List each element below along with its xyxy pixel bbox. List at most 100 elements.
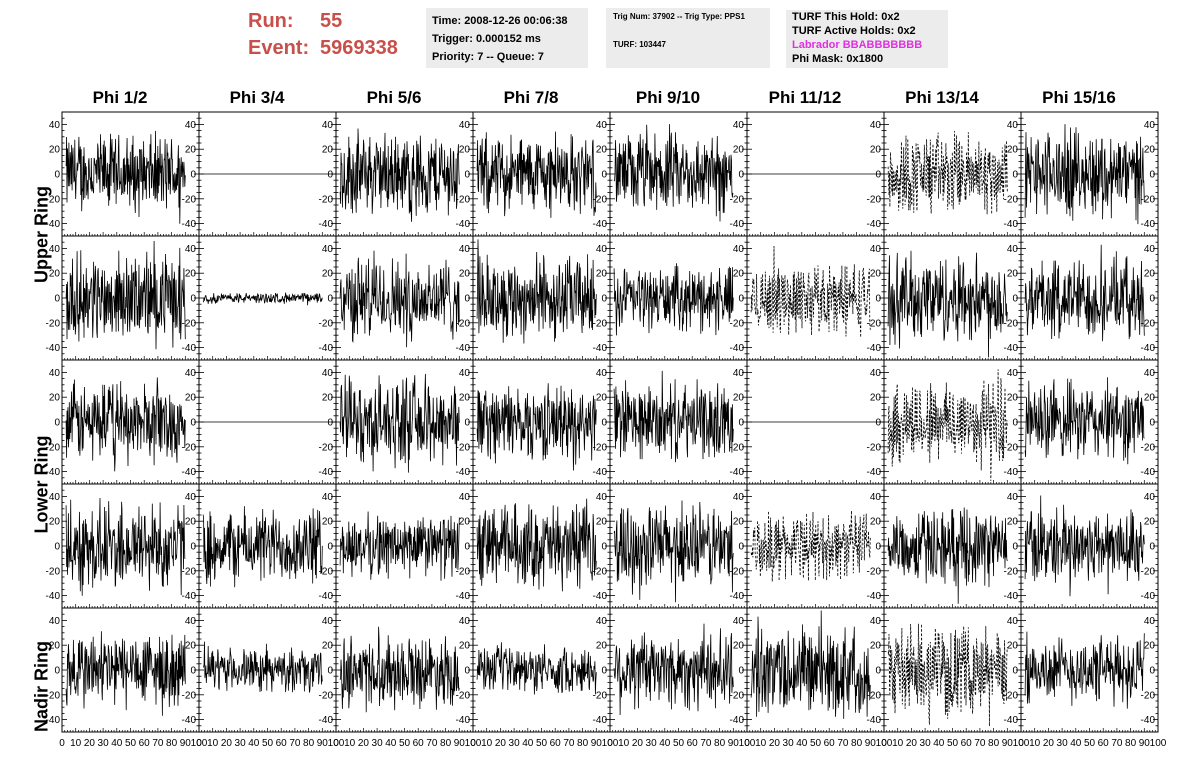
y-tick-label: 40 [870, 368, 882, 379]
y-tick-label: 0 [738, 294, 744, 305]
x-tick-label: 40 [111, 738, 123, 749]
y-tick-label: 40 [459, 368, 471, 379]
y-tick-label: -40 [867, 591, 882, 602]
y-tick-label: -20 [1141, 566, 1156, 577]
trig-info-box: Trig Num: 37902 -- Trig Type: PPS1 TURF:… [606, 8, 770, 68]
y-tick-label: 40 [596, 368, 608, 379]
y-tick-label: 0 [601, 666, 607, 677]
y-tick-label: 0 [738, 170, 744, 181]
y-tick-label: 20 [596, 393, 608, 404]
y-tick-label: 0 [601, 294, 607, 305]
y-tick-label: -20 [46, 442, 61, 453]
y-tick-label: -20 [46, 318, 61, 329]
x-tick-label: 30 [783, 738, 795, 749]
y-tick-label: -40 [1141, 591, 1156, 602]
y-tick-label: 20 [596, 269, 608, 280]
run-value: 55 [320, 10, 343, 32]
x-tick-label: 0 [607, 738, 613, 749]
x-tick-label: 40 [522, 738, 534, 749]
x-tick-label: 50 [947, 738, 959, 749]
turf-text: TURF: 103447 [613, 40, 666, 49]
panel-frame [609, 359, 748, 485]
x-tick-label: 30 [509, 738, 521, 749]
x-tick-label: 70 [289, 738, 301, 749]
waveform-trace [887, 507, 1008, 604]
waveform-trace [750, 610, 871, 719]
y-tick-label: 0 [1012, 418, 1018, 429]
y-tick-label: -40 [182, 219, 197, 230]
y-tick-label: -20 [867, 566, 882, 577]
y-tick-label: 20 [185, 517, 197, 528]
waveform-trace [476, 131, 597, 218]
y-tick-label: 40 [733, 368, 745, 379]
y-tick-label: 0 [464, 170, 470, 181]
y-tick-label: -20 [182, 566, 197, 577]
turf-info-box: TURF This Hold: 0x2 TURF Active Holds: 0… [786, 10, 948, 68]
x-tick-label: 30 [1057, 738, 1069, 749]
y-tick-label: 20 [1144, 269, 1156, 280]
y-tick-label: 40 [1144, 492, 1156, 503]
y-tick-label: 40 [185, 368, 197, 379]
y-tick-label: 20 [459, 641, 471, 652]
x-tick-label: 90 [180, 738, 192, 749]
y-tick-label: 0 [1012, 294, 1018, 305]
y-tick-label: 0 [1012, 542, 1018, 553]
y-tick-label: -40 [1004, 591, 1019, 602]
time-text: Time: 2008-12-26 00:06:38 [432, 15, 568, 27]
y-tick-label: 40 [322, 492, 334, 503]
y-tick-label: 0 [738, 542, 744, 553]
y-tick-label: -20 [46, 690, 61, 701]
x-tick-label: 10 [755, 738, 767, 749]
y-tick-label: -20 [867, 442, 882, 453]
y-tick-label: -40 [867, 219, 882, 230]
panel-frame [746, 483, 885, 609]
waveform-trace [65, 240, 186, 350]
y-tick-label: 0 [190, 170, 196, 181]
y-tick-label: 20 [733, 393, 745, 404]
y-tick-label: 20 [1007, 269, 1019, 280]
y-tick-label: 20 [870, 145, 882, 156]
y-tick-label: -20 [319, 442, 334, 453]
y-tick-label: 40 [322, 616, 334, 627]
x-tick-label: 80 [851, 738, 863, 749]
x-tick-label: 60 [413, 738, 425, 749]
y-tick-label: -40 [456, 715, 471, 726]
y-tick-label: -40 [1004, 467, 1019, 478]
y-tick-label: 20 [733, 641, 745, 652]
y-tick-label: 40 [185, 120, 197, 131]
waveform-trace [1024, 495, 1145, 597]
y-tick-label: 40 [1144, 244, 1156, 255]
y-tick-label: 20 [322, 269, 334, 280]
y-tick-label: -40 [319, 219, 334, 230]
x-tick-label: 70 [563, 738, 575, 749]
x-tick-label: 60 [1098, 738, 1110, 749]
x-tick-label: 50 [1084, 738, 1096, 749]
x-tick-label: 0 [881, 738, 887, 749]
y-tick-label: 0 [464, 294, 470, 305]
y-tick-label: -20 [730, 194, 745, 205]
x-tick-label: 70 [426, 738, 438, 749]
x-tick-label: 70 [974, 738, 986, 749]
y-tick-label: 0 [190, 542, 196, 553]
y-tick-label: -40 [182, 591, 197, 602]
y-tick-label: -40 [1141, 219, 1156, 230]
y-tick-label: -40 [730, 219, 745, 230]
waveform-trace [1024, 377, 1145, 465]
x-tick-label: 50 [399, 738, 411, 749]
y-tick-label: 40 [870, 120, 882, 131]
x-tick-label: 70 [700, 738, 712, 749]
waveform-trace [887, 130, 1008, 215]
x-tick-label: 80 [714, 738, 726, 749]
y-tick-label: 20 [1144, 145, 1156, 156]
y-tick-label: -20 [182, 690, 197, 701]
x-tick-label: 80 [1125, 738, 1137, 749]
y-tick-label: 20 [185, 393, 197, 404]
y-tick-label: -20 [1141, 318, 1156, 329]
x-tick-label: 50 [536, 738, 548, 749]
y-tick-label: 20 [1144, 393, 1156, 404]
x-tick-label: 90 [454, 738, 466, 749]
y-tick-label: 40 [596, 492, 608, 503]
y-tick-label: 0 [190, 418, 196, 429]
y-tick-label: 20 [49, 145, 61, 156]
panel-frame [472, 607, 611, 733]
